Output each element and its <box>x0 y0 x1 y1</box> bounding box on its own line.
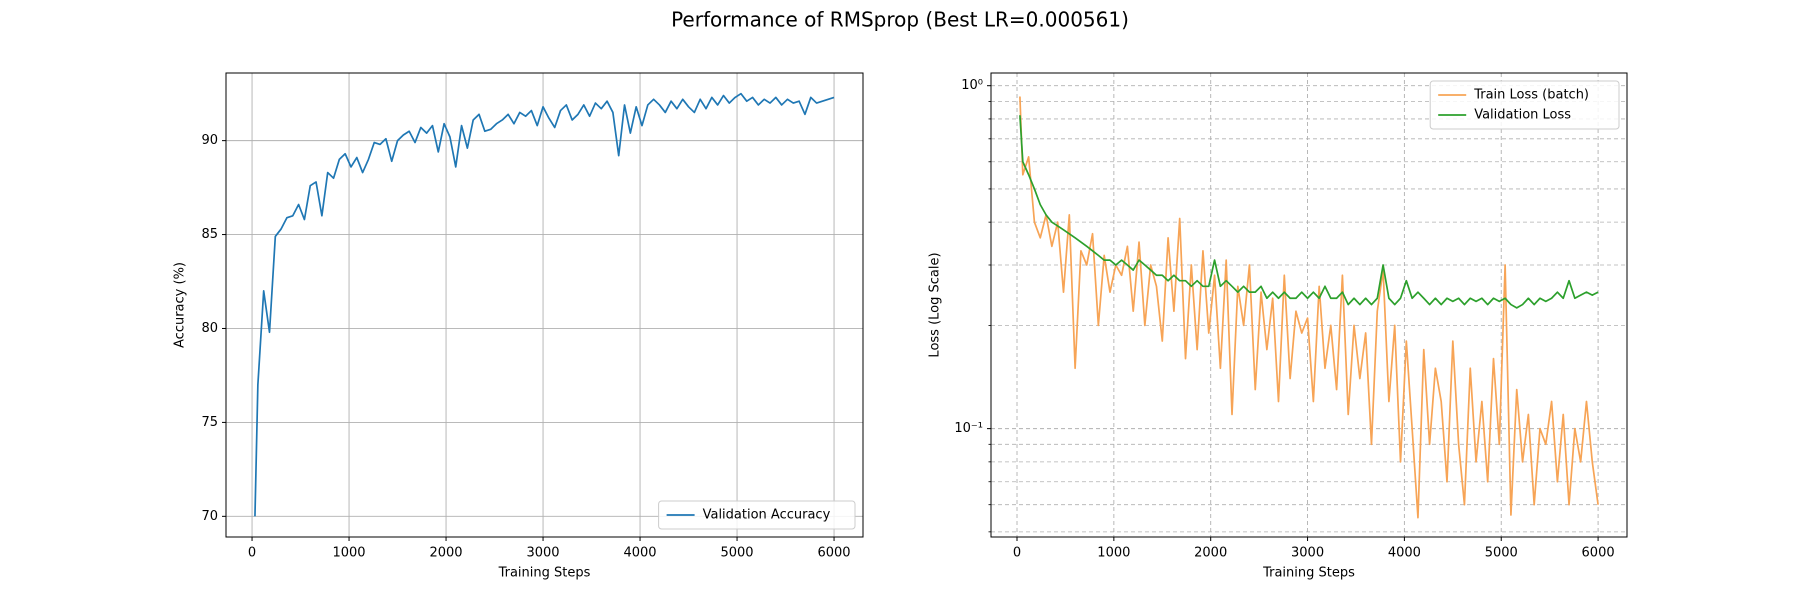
x-axis-label: Training Steps <box>498 566 591 581</box>
data-line <box>254 92 835 517</box>
x-tick-label: 4000 <box>623 546 656 561</box>
y-axis-label: Accuracy (%) <box>173 262 188 348</box>
x-tick-label: 3000 <box>1291 546 1324 561</box>
data-line <box>1019 115 1599 309</box>
figure-title: Performance of RMSprop (Best LR=0.000561… <box>671 8 1129 32</box>
x-tick-label: 4000 <box>1388 546 1421 561</box>
x-tick-label: 6000 <box>817 546 850 561</box>
legend-label: Validation Accuracy <box>703 508 831 523</box>
legend-box <box>1429 80 1620 130</box>
x-tick-label: 0 <box>248 546 256 561</box>
y-tick-label: 80 <box>201 321 218 336</box>
legend-label: Validation Loss <box>1474 108 1571 123</box>
y-tick-label: 70 <box>201 509 218 524</box>
y-tick-label: 90 <box>201 133 218 148</box>
x-tick-label: 0 <box>1013 546 1021 561</box>
axes-frame <box>990 72 1628 538</box>
y-tick-label: 75 <box>201 415 218 430</box>
y-tick-label: 10⁰ <box>961 78 983 93</box>
x-tick-label: 1000 <box>1097 546 1130 561</box>
data-line <box>1019 96 1599 519</box>
x-tick-label: 2000 <box>1194 546 1227 561</box>
y-axis-label: Loss (Log Scale) <box>928 252 943 357</box>
y-tick-label: 85 <box>201 227 218 242</box>
axes-frame <box>225 72 864 538</box>
x-tick-label: 3000 <box>526 546 559 561</box>
x-axis-label: Training Steps <box>1262 566 1355 581</box>
legend-box <box>658 500 856 530</box>
x-tick-label: 1000 <box>332 546 365 561</box>
y-tick-label: 10⁻¹ <box>954 421 983 436</box>
x-tick-label: 5000 <box>1485 546 1518 561</box>
legend-label: Train Loss (batch) <box>1473 88 1589 103</box>
x-tick-label: 5000 <box>720 546 753 561</box>
x-tick-label: 2000 <box>429 546 462 561</box>
x-tick-label: 6000 <box>1582 546 1615 561</box>
